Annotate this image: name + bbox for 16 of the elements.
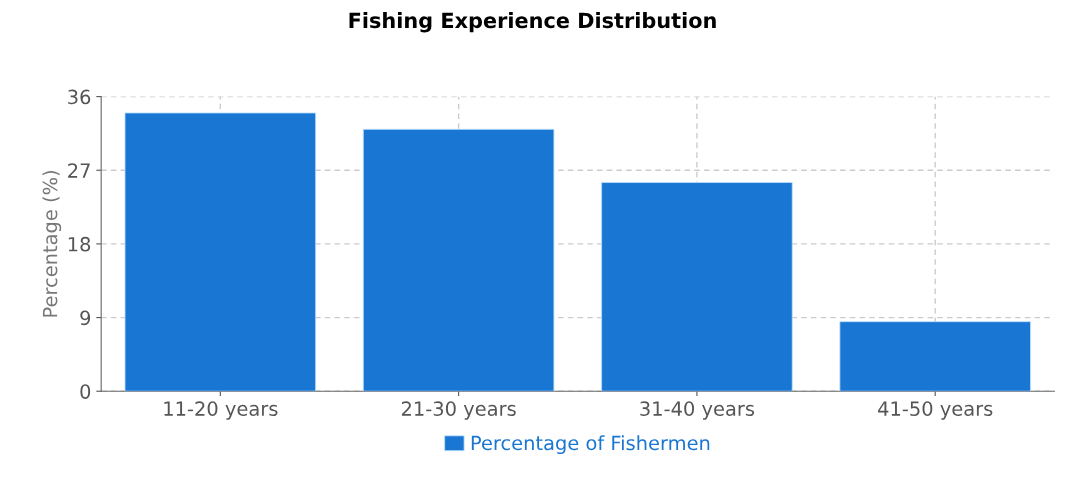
y-axis-title: Percentage (%) [42, 170, 62, 317]
bar [601, 182, 793, 392]
y-tick-label: 9 [80, 310, 91, 326]
y-tick-label: 36 [68, 89, 91, 105]
x-tick-label: 31-40 years [640, 401, 755, 420]
bar [124, 112, 317, 392]
x-tick-label: 41-50 years [878, 401, 993, 420]
y-tick-label: 0 [80, 384, 91, 399]
bar [839, 321, 1031, 392]
bar [362, 128, 555, 392]
x-tick-label: 11-20 years [164, 401, 278, 420]
x-tick-label: 21-30 years [401, 401, 516, 420]
y-tick-label: 18 [68, 236, 91, 252]
legend-label: Percentage of Fishermen [471, 435, 710, 455]
y-tick-label: 27 [68, 163, 90, 178]
chart-title: Fishing Experience Distribution [349, 12, 716, 33]
